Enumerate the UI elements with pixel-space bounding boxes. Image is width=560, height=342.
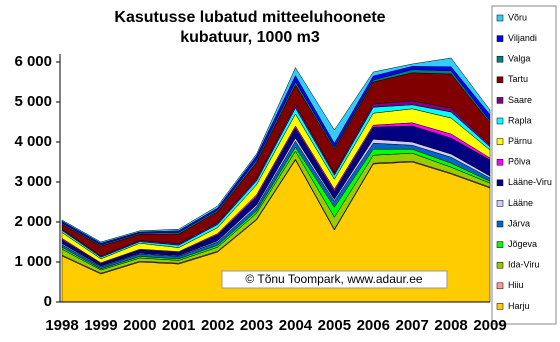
- x-tick-label: 2008: [434, 317, 467, 334]
- y-tick-label: 3 000: [14, 173, 52, 190]
- chart-title: Kasutusse lubatud mitteeluhoonete: [114, 9, 385, 26]
- legend-swatch: [496, 55, 504, 63]
- legend-swatch: [496, 35, 504, 42]
- legend-swatch: [496, 158, 504, 166]
- legend-swatch: [496, 97, 504, 104]
- y-tick-label: 1 000: [14, 253, 52, 270]
- area: [61, 57, 491, 244]
- y-tick-label: 2 000: [14, 213, 52, 230]
- y-tick-label: 5 000: [14, 93, 52, 110]
- x-tick-label: 2003: [240, 317, 273, 334]
- chart-title: kubatuur, 1000 m3: [180, 29, 320, 46]
- legend-swatch: [496, 282, 504, 290]
- legend-label: Lääne: [508, 198, 533, 208]
- legend-label: Rapla: [508, 115, 532, 125]
- legend-swatch: [496, 76, 504, 84]
- legend-label: Jõgeva: [508, 239, 537, 249]
- legend-label: Järva: [508, 218, 530, 228]
- legend-label: Pärnu: [508, 136, 532, 146]
- legend-label: Võru: [508, 12, 527, 22]
- legend-swatch: [496, 200, 504, 207]
- legend-swatch: [496, 303, 504, 310]
- y-tick-label: 0: [44, 293, 52, 310]
- legend-swatch: [496, 241, 504, 248]
- legend-label: Harju: [508, 301, 530, 311]
- x-tick-label: 2002: [201, 317, 234, 334]
- x-tick-label: 2009: [473, 317, 506, 334]
- legend-label: Valga: [508, 54, 530, 64]
- legend-swatch: [496, 261, 504, 269]
- legend-swatch: [496, 220, 504, 228]
- legend-swatch: [496, 138, 504, 145]
- x-tick-label: 1999: [84, 317, 117, 334]
- legend-label: Põlva: [508, 157, 531, 167]
- legend-label: Hiiu: [508, 280, 524, 290]
- legend-swatch: [496, 117, 504, 125]
- y-tick-label: 6 000: [14, 53, 52, 70]
- legend-label: Viljandi: [508, 33, 537, 43]
- y-tick-label: 4 000: [14, 133, 52, 150]
- legend-swatch: [496, 179, 504, 187]
- legend-label: Tartu: [508, 74, 528, 84]
- annotation: © Tõnu Toompark, www.adaur.ee: [245, 272, 422, 286]
- x-tick-label: 2006: [357, 317, 390, 334]
- x-tick-label: 2000: [123, 317, 156, 334]
- legend-swatch: [496, 14, 504, 22]
- x-tick-label: 2004: [279, 317, 313, 334]
- x-tick-label: 2001: [162, 317, 195, 334]
- x-tick-label: 1998: [45, 317, 78, 334]
- x-tick-label: 2005: [318, 317, 351, 334]
- annotation-box: [221, 270, 448, 289]
- legend-label: Ida-Viru: [508, 260, 539, 270]
- x-tick-label: 2007: [395, 317, 428, 334]
- legend-label: Lääne-Viru: [508, 177, 552, 187]
- legend-label: Saare: [508, 95, 532, 105]
